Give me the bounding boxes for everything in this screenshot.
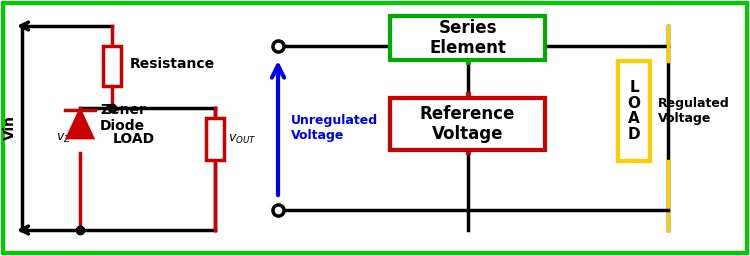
Text: $v_{OUT}$: $v_{OUT}$ <box>228 132 256 146</box>
Bar <box>103 46 121 86</box>
Text: LOAD: LOAD <box>112 132 155 146</box>
Text: Vin: Vin <box>3 115 17 141</box>
Text: $v_Z$: $v_Z$ <box>56 131 71 145</box>
Polygon shape <box>67 110 93 138</box>
Text: Reference
Voltage: Reference Voltage <box>420 105 515 143</box>
Text: Zener
Diode: Zener Diode <box>100 103 146 133</box>
Text: Unregulated
Voltage: Unregulated Voltage <box>291 114 378 142</box>
Text: Resistance: Resistance <box>130 57 215 71</box>
Bar <box>390 16 545 60</box>
Bar <box>390 98 545 150</box>
Text: Series
Element: Series Element <box>429 19 506 57</box>
Text: Regulated
Voltage: Regulated Voltage <box>658 97 730 125</box>
Text: L
O
A
D: L O A D <box>628 80 640 142</box>
Bar <box>206 118 224 160</box>
Bar <box>618 61 650 161</box>
